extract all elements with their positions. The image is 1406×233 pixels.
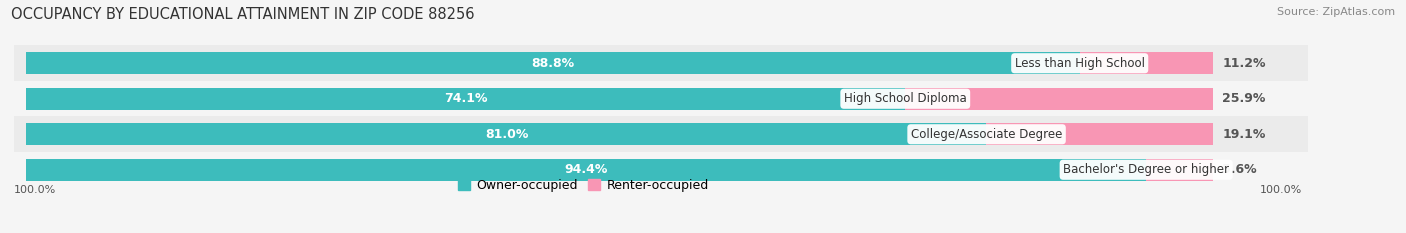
Text: 19.1%: 19.1% [1222, 128, 1265, 141]
Text: 94.4%: 94.4% [564, 163, 607, 176]
Bar [14, 116, 1308, 152]
Text: 74.1%: 74.1% [444, 92, 488, 105]
Bar [1146, 159, 1212, 181]
Bar [25, 52, 1080, 74]
Text: OCCUPANCY BY EDUCATIONAL ATTAINMENT IN ZIP CODE 88256: OCCUPANCY BY EDUCATIONAL ATTAINMENT IN Z… [11, 7, 475, 22]
Text: Bachelor's Degree or higher: Bachelor's Degree or higher [1063, 163, 1229, 176]
Text: Less than High School: Less than High School [1015, 57, 1144, 70]
Text: 100.0%: 100.0% [1260, 185, 1302, 195]
Legend: Owner-occupied, Renter-occupied: Owner-occupied, Renter-occupied [453, 174, 714, 197]
Bar [14, 45, 1308, 81]
Bar [25, 88, 905, 110]
Text: 100.0%: 100.0% [14, 185, 56, 195]
Text: 81.0%: 81.0% [485, 128, 529, 141]
Text: College/Associate Degree: College/Associate Degree [911, 128, 1063, 141]
Text: 5.6%: 5.6% [1222, 163, 1257, 176]
Text: 88.8%: 88.8% [531, 57, 575, 70]
Text: High School Diploma: High School Diploma [844, 92, 967, 105]
Bar [14, 81, 1308, 116]
Text: Source: ZipAtlas.com: Source: ZipAtlas.com [1277, 7, 1395, 17]
Bar [986, 123, 1212, 145]
Bar [25, 159, 1146, 181]
Text: 25.9%: 25.9% [1222, 92, 1265, 105]
Bar [905, 88, 1212, 110]
Bar [25, 123, 987, 145]
Text: 11.2%: 11.2% [1222, 57, 1265, 70]
Bar [1080, 52, 1212, 74]
Bar [14, 152, 1308, 188]
